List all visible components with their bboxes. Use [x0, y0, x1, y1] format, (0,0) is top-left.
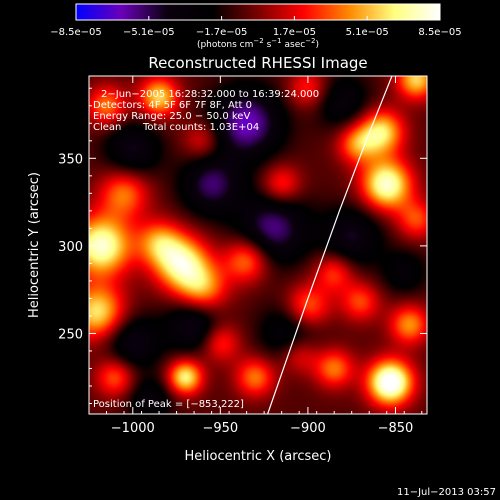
y-axis-tick-labels: 250 300 350 — [58, 152, 83, 342]
generated-timestamp: 11−Jul−2013 03:57 — [397, 487, 496, 498]
y-axis-ticks — [89, 87, 427, 404]
x-tick-label: −900 — [290, 421, 326, 436]
x-axis-label: Heliocentric X (arcsec) — [185, 449, 332, 464]
x-axis-ticks — [88, 76, 423, 414]
x-tick-label: −950 — [202, 421, 238, 436]
plot-area — [88, 75, 428, 415]
chart-title: Reconstructed RHESSI Image — [148, 54, 367, 72]
y-tick-label: 350 — [58, 152, 83, 167]
colorbar: −8.5e−05 −5.1e−05 −1.7e−05 1.7e−05 5.1e−05 8.… — [50, 3, 462, 50]
annotation-clean: Clean — [93, 122, 121, 133]
colorbar-tick-label: 1.7e−05 — [273, 27, 316, 38]
plot-frame — [88, 75, 428, 415]
colorbar-tick-label: −1.7e−05 — [196, 27, 248, 38]
heatmap-image — [89, 76, 427, 414]
solar-limb-curve — [267, 75, 393, 415]
colorbar-units-label: (photons cm−2 s−1 asec−2) — [197, 37, 319, 50]
annotation-peak-position: Position of Peak = [−853,222] — [93, 399, 244, 410]
colorbar-tick-label: 8.5e−05 — [418, 27, 461, 38]
y-tick-label: 250 — [58, 327, 83, 342]
colorbar-gradient — [75, 3, 441, 21]
x-tick-label: −1000 — [111, 421, 155, 436]
annotation-time-range: 2−Jun−2005 16:28:32.000 to 16:39:24.000 — [101, 89, 319, 100]
annotation-energy-range: Energy Range: 25.0 − 50.0 keV — [93, 111, 250, 122]
colorbar-tick-label: −5.1e−05 — [123, 27, 175, 38]
annotation-total-counts: Total counts: 1.03E+04 — [142, 122, 259, 133]
y-tick-label: 300 — [58, 240, 83, 255]
x-tick-label: −850 — [378, 421, 414, 436]
colorbar-tick-label: −8.5e−05 — [50, 27, 102, 38]
plot-annotations: 2−Jun−2005 16:28:32.000 to 16:39:24.000 … — [93, 89, 319, 410]
annotation-detectors: Detectors: 4F 5F 6F 7F 8F, Att 0 — [93, 100, 252, 111]
colorbar-tick-labels: −8.5e−05 −5.1e−05 −1.7e−05 1.7e−05 5.1e−05 8.… — [50, 27, 461, 38]
y-axis-label: Heliocentric Y (arcsec) — [27, 172, 42, 318]
x-axis-tick-labels: −1000 −950 −900 −850 — [111, 421, 414, 436]
colorbar-tick-label: 5.1e−05 — [346, 27, 389, 38]
colorbar-ticks — [75, 16, 441, 20]
